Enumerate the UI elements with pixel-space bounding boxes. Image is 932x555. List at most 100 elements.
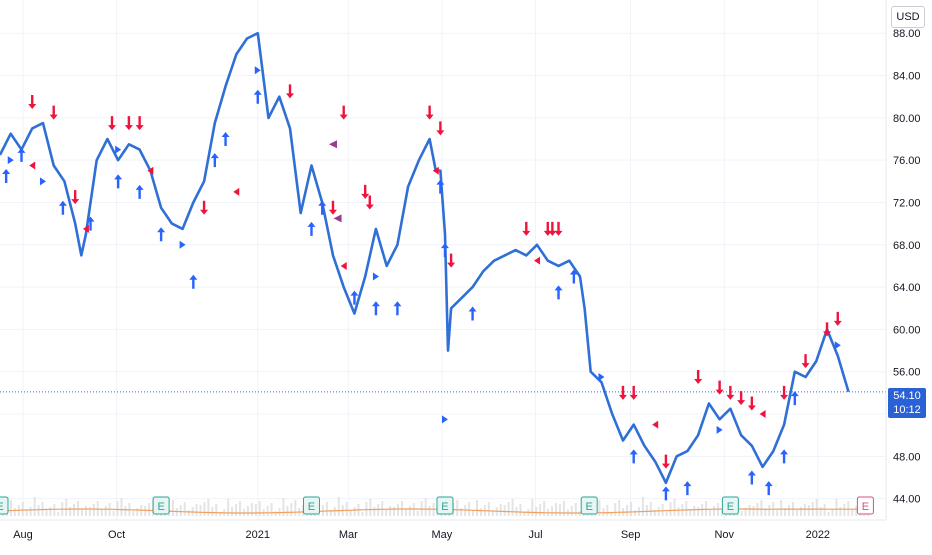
volume-bar bbox=[187, 510, 190, 516]
sell-signal-arrow bbox=[200, 200, 209, 215]
sell-signal-arrow bbox=[436, 121, 445, 136]
volume-bar bbox=[207, 499, 210, 516]
volume-bar bbox=[49, 507, 52, 516]
volume-bar bbox=[827, 512, 830, 516]
x-tick-label: Nov bbox=[714, 529, 734, 541]
sell-signal-arrow bbox=[823, 322, 832, 337]
volume-bar bbox=[270, 503, 273, 516]
sell-signal-arrow bbox=[108, 116, 117, 131]
sell-signal-arrow bbox=[286, 84, 294, 99]
sell-signal-arrow bbox=[28, 94, 37, 109]
position-flag-marker bbox=[372, 272, 379, 281]
y-tick-label: 76.00 bbox=[893, 155, 921, 167]
buy-signal-arrow bbox=[393, 301, 402, 316]
buy-signal-arrow bbox=[764, 481, 773, 496]
sell-signal-arrow bbox=[554, 221, 563, 236]
volume-bar bbox=[673, 499, 676, 516]
volume-bar bbox=[815, 499, 818, 516]
position-flag-marker bbox=[115, 145, 122, 154]
sell-signal-arrow bbox=[328, 200, 337, 215]
last-price-badge: 54.10 10:12 bbox=[888, 388, 926, 418]
volume-bar bbox=[100, 509, 103, 516]
y-tick-label: 60.00 bbox=[893, 324, 921, 336]
buy-signal-arrow bbox=[350, 290, 359, 305]
volume-bar bbox=[626, 505, 629, 516]
volume-bar bbox=[641, 497, 644, 516]
sell-signal-arrow bbox=[715, 380, 724, 395]
volume-bar bbox=[53, 504, 56, 516]
earnings-marker-label: E bbox=[308, 501, 315, 513]
volume-bar bbox=[713, 506, 715, 516]
volume-bar bbox=[215, 504, 218, 516]
buy-signal-arrow bbox=[253, 89, 262, 104]
y-tick-label: 68.00 bbox=[893, 240, 921, 252]
y-tick-label: 88.00 bbox=[893, 28, 921, 40]
volume-bar bbox=[227, 499, 230, 516]
volume-bar bbox=[558, 504, 561, 516]
sell-signal-arrow bbox=[548, 221, 557, 236]
volume-bar bbox=[294, 500, 297, 516]
position-flag-marker bbox=[179, 240, 186, 249]
volume-bar bbox=[610, 513, 613, 516]
y-tick-label: 44.00 bbox=[893, 494, 921, 506]
volume-bar bbox=[373, 507, 376, 516]
x-tick-label: Oct bbox=[108, 529, 125, 541]
y-tick-label: 84.00 bbox=[893, 71, 921, 83]
volume-bar bbox=[333, 507, 336, 516]
earnings-marker-label: E bbox=[586, 501, 593, 513]
volume-bar bbox=[13, 508, 16, 516]
y-tick-label: 72.00 bbox=[893, 197, 921, 209]
volume-bar bbox=[81, 509, 83, 516]
buy-signal-arrow bbox=[2, 169, 11, 184]
position-flag-marker bbox=[7, 156, 14, 165]
volume-bar bbox=[551, 506, 554, 516]
volume-bar bbox=[325, 502, 328, 516]
volume-bar bbox=[179, 505, 182, 516]
volume-bar bbox=[744, 508, 747, 516]
volume-bar bbox=[491, 510, 494, 516]
volume-bar bbox=[353, 507, 356, 516]
sell-signal-arrow bbox=[71, 190, 80, 205]
volume-bar bbox=[195, 504, 198, 516]
volume-bar bbox=[69, 507, 72, 516]
volume-bar bbox=[476, 500, 478, 516]
sell-signal-arrow bbox=[447, 253, 456, 268]
volume-bar bbox=[645, 505, 648, 516]
earnings-marker-label: E bbox=[157, 501, 164, 513]
sell-signal-arrow bbox=[726, 385, 735, 400]
volume-bar bbox=[499, 504, 502, 516]
earnings-marker bbox=[152, 496, 170, 515]
buy-signal-arrow bbox=[135, 184, 144, 199]
x-tick-label: Sep bbox=[621, 529, 641, 541]
sell-signal-arrow bbox=[425, 105, 434, 120]
volume-bar bbox=[148, 503, 151, 516]
earnings-marker-label: E bbox=[727, 501, 734, 513]
buy-signal-arrow bbox=[436, 179, 445, 194]
volume-bar bbox=[84, 506, 87, 516]
volume-bar bbox=[254, 504, 257, 516]
volume-bar bbox=[705, 501, 708, 516]
volume-bar bbox=[385, 509, 388, 516]
x-tick-label: 2022 bbox=[806, 529, 830, 541]
buy-signal-arrow bbox=[157, 227, 166, 242]
buy-signal-arrow bbox=[189, 274, 198, 289]
volume-bar bbox=[428, 506, 431, 516]
volume-bar bbox=[290, 503, 293, 516]
buy-signal-arrow bbox=[307, 221, 316, 236]
volume-bar bbox=[25, 510, 28, 516]
volume-bar bbox=[847, 501, 850, 516]
volume-bar bbox=[171, 500, 174, 516]
sell-signal-arrow bbox=[49, 105, 58, 120]
sell-signal-arrow bbox=[339, 105, 348, 120]
position-flag-marker bbox=[534, 256, 541, 265]
volume-bar bbox=[381, 501, 384, 516]
volume-bar bbox=[598, 500, 601, 516]
volume-bar bbox=[843, 504, 846, 516]
buy-signal-arrow bbox=[440, 243, 449, 258]
volume-bar bbox=[282, 498, 285, 516]
last-price-value: 54.10 bbox=[893, 390, 921, 402]
currency-label[interactable]: USD bbox=[891, 6, 925, 28]
volume-bar bbox=[37, 505, 40, 516]
